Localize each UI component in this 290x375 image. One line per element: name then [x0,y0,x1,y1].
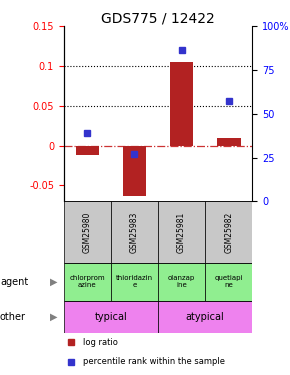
Text: chlorprom
azine: chlorprom azine [70,275,105,288]
Text: typical: typical [95,312,127,322]
Bar [64,201,111,262]
Text: GSM25980: GSM25980 [83,211,92,253]
Text: agent: agent [0,277,28,287]
Bar [76,146,99,155]
Text: other: other [0,312,26,322]
Bar [111,262,158,301]
Bar [205,262,252,301]
Title: GDS775 / 12422: GDS775 / 12422 [101,11,215,25]
Bar [205,201,252,262]
Bar [158,301,252,333]
Text: olanzap
ine: olanzap ine [168,275,195,288]
Text: GSM25982: GSM25982 [224,211,233,253]
Bar [111,201,158,262]
Text: thioridazin
e: thioridazin e [116,275,153,288]
Text: ▶: ▶ [50,277,57,287]
Text: percentile rank within the sample: percentile rank within the sample [83,357,225,366]
Text: ▶: ▶ [50,312,57,322]
Bar [123,146,146,196]
Bar [158,262,205,301]
Bar [170,62,193,146]
Bar [217,138,240,146]
Text: quetiapi
ne: quetiapi ne [215,275,243,288]
Text: atypical: atypical [186,312,224,322]
Text: GSM25981: GSM25981 [177,211,186,253]
Text: log ratio: log ratio [83,338,117,347]
Bar [64,262,111,301]
Bar [158,201,205,262]
Bar [64,301,158,333]
Text: GSM25983: GSM25983 [130,211,139,253]
